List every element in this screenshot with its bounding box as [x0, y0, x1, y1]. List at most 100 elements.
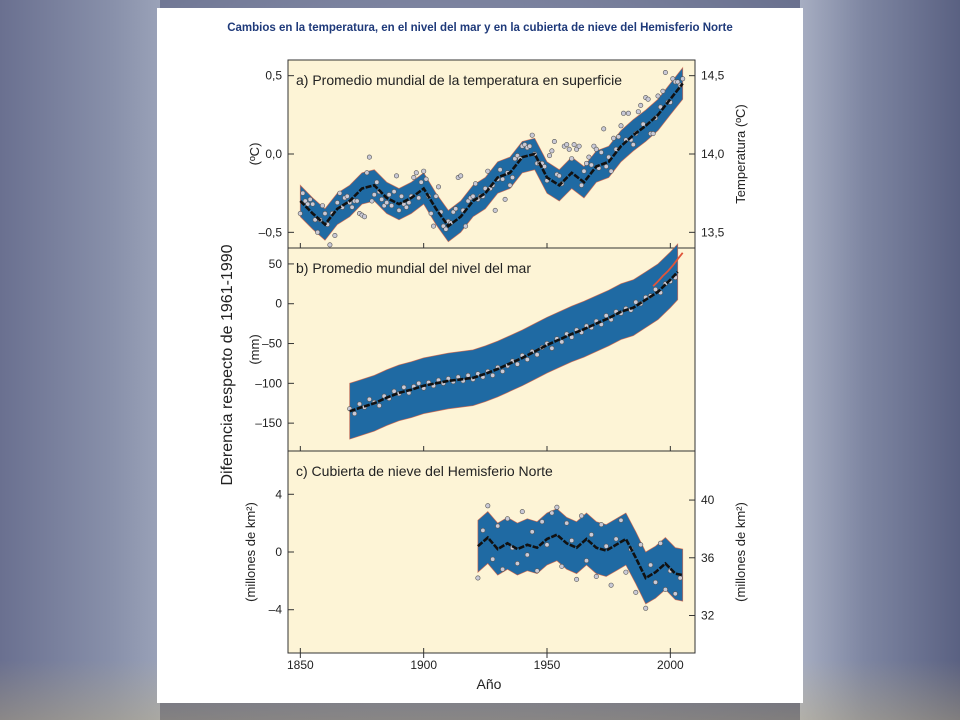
data-point	[571, 142, 577, 148]
data-point	[300, 190, 306, 196]
data-point	[495, 523, 501, 529]
data-point	[554, 504, 560, 510]
data-point	[643, 605, 649, 611]
smoothed-line	[349, 271, 679, 413]
smoothed-line	[477, 533, 683, 580]
data-point	[416, 380, 422, 386]
y-axis-label: (mm)	[247, 334, 262, 364]
data-point	[472, 181, 478, 187]
data-point	[470, 193, 476, 199]
data-point	[660, 88, 666, 94]
y-right-tick-label: 14,5	[701, 69, 725, 83]
y-tick-label: 0,5	[265, 69, 282, 83]
data-point	[551, 139, 557, 145]
data-point	[677, 575, 683, 581]
figure-title: Cambios en la temperatura, en el nivel d…	[227, 22, 733, 34]
y-axis-label: (millones de km²)	[243, 502, 258, 602]
data-point	[349, 204, 355, 210]
data-point	[423, 176, 429, 182]
data-point	[613, 536, 619, 542]
data-point	[556, 173, 562, 179]
background-left	[0, 0, 160, 720]
data-point	[593, 573, 599, 579]
data-point	[662, 586, 668, 592]
data-point	[576, 143, 582, 149]
y-right-axis-label: (millones de km²)	[733, 502, 748, 602]
data-point	[453, 206, 459, 212]
data-point	[549, 148, 555, 154]
data-point	[601, 126, 607, 132]
data-point	[413, 170, 419, 176]
y-right-axis-label: Temperatura (ºC)	[733, 104, 748, 203]
data-point	[310, 201, 316, 207]
data-point	[421, 168, 427, 174]
data-point	[374, 179, 380, 185]
figure-card: Cambios en la temperatura, en el nivel d…	[157, 8, 803, 703]
data-point	[618, 517, 624, 523]
data-point	[297, 211, 303, 217]
data-point	[485, 503, 491, 509]
data-point	[574, 576, 580, 582]
data-point	[315, 229, 321, 235]
data-point	[366, 396, 372, 402]
data-point	[544, 542, 550, 548]
data-point	[645, 96, 651, 102]
data-point	[541, 164, 547, 170]
y-tick-label: 0	[275, 297, 282, 311]
data-point	[655, 93, 661, 99]
data-point	[586, 154, 592, 160]
y-right-tick-label: 13,5	[701, 225, 725, 239]
panel-background	[287, 59, 696, 249]
panel-label: a) Promedio mundial de la temperatura en…	[296, 72, 622, 88]
smoothed-line	[299, 82, 684, 228]
data-point	[630, 142, 636, 148]
data-point	[490, 556, 496, 562]
y-tick-label: –4	[269, 603, 283, 617]
data-point	[549, 510, 555, 516]
data-point	[509, 175, 515, 181]
data-point	[500, 566, 506, 572]
left-axis-title: Diferencia respecto de 1961-1990	[219, 244, 236, 485]
x-tick-label: 1900	[410, 658, 437, 672]
data-point	[527, 143, 533, 149]
data-point	[524, 552, 530, 558]
data-point	[485, 168, 491, 174]
data-point	[386, 192, 392, 198]
data-point	[539, 519, 545, 525]
y-tick-label: –0,5	[259, 225, 283, 239]
data-point	[534, 352, 540, 358]
data-point	[416, 195, 422, 201]
data-point	[327, 242, 333, 248]
data-point	[608, 582, 614, 588]
data-point	[514, 361, 520, 367]
data-point	[608, 168, 614, 174]
data-point	[578, 513, 584, 519]
uncertainty-band	[299, 66, 684, 243]
data-point	[322, 211, 328, 217]
data-point	[564, 142, 570, 148]
data-point	[307, 196, 313, 202]
panel-2: b) Promedio mundial del nivel del mar –15…	[247, 242, 696, 452]
data-point	[433, 193, 439, 199]
data-point	[399, 193, 405, 199]
data-point	[638, 542, 644, 548]
panels: a) Promedio mundial de la temperatura en…	[243, 59, 748, 672]
data-point	[430, 223, 436, 229]
uncertainty-band	[349, 242, 679, 440]
data-point	[648, 562, 654, 568]
y-right-tick-label: 32	[701, 608, 715, 622]
y-right-tick-label: 36	[701, 551, 715, 565]
data-point	[603, 313, 609, 319]
data-point	[411, 175, 417, 181]
data-point	[529, 529, 535, 535]
data-point	[337, 190, 343, 196]
data-point	[352, 411, 358, 417]
x-tick-label: 2000	[657, 658, 684, 672]
data-point	[583, 160, 589, 166]
data-point	[391, 189, 397, 195]
data-point	[620, 110, 626, 116]
data-point	[497, 167, 503, 173]
data-point	[598, 522, 604, 528]
data-point	[492, 207, 498, 213]
data-point	[418, 179, 424, 185]
